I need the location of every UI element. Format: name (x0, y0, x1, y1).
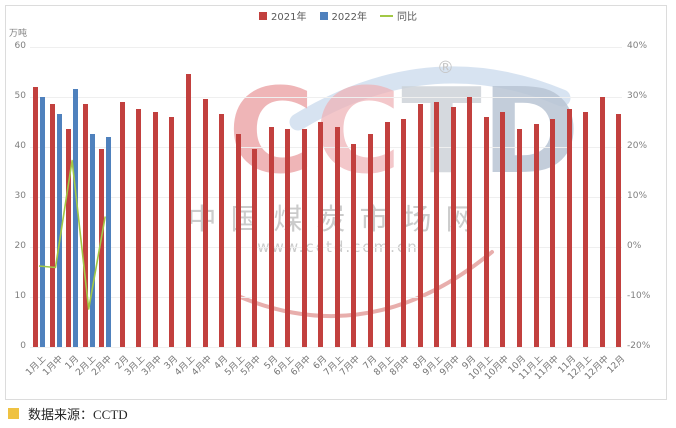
bar-2021 (517, 129, 522, 347)
bar-2021 (203, 99, 208, 347)
legend-label: 2022年 (331, 12, 367, 23)
watermark-site-name: 中国煤炭市场网 (0, 196, 676, 238)
bar-2021 (600, 97, 605, 347)
gridline (30, 197, 622, 198)
gridline (30, 247, 622, 248)
bar-2021 (418, 104, 423, 347)
bar-2022 (106, 137, 111, 347)
bar-2022 (40, 97, 45, 347)
legend-label: 同比 (396, 12, 417, 23)
bar-2021 (401, 119, 406, 347)
gridline (30, 97, 622, 98)
bar-2021 (567, 109, 572, 347)
gridline (30, 297, 622, 298)
bar-2021 (534, 124, 539, 347)
right-axis-tick: 10% (627, 191, 648, 201)
right-axis-tick: 30% (627, 91, 648, 101)
data-source-label: 数据来源：CCTD (28, 407, 128, 422)
bar-2021 (285, 129, 290, 347)
legend-square-marker (319, 11, 328, 20)
watermark-logo: CCTD (228, 72, 580, 190)
bar-2021 (83, 104, 88, 347)
bar-2021 (153, 112, 158, 347)
bar-2021 (550, 119, 555, 347)
bar-2021 (616, 114, 621, 347)
gridline (30, 47, 622, 48)
gridline (30, 347, 622, 348)
bar-2021 (318, 122, 323, 347)
bar-2021 (169, 117, 174, 347)
chart-legend: 2021年 2022年 同比 (0, 8, 676, 23)
left-axis-tick: 0 (20, 341, 26, 351)
left-axis-unit-label: 万吨 (9, 29, 28, 39)
bar-2021 (252, 149, 257, 347)
legend-square-marker (259, 11, 268, 20)
bar-2021 (186, 74, 191, 347)
source-bullet-icon (8, 408, 19, 419)
bar-2022 (90, 134, 95, 347)
legend-item-2021年: 2021年 (259, 8, 307, 23)
bar-2021 (500, 112, 505, 347)
left-axis-tick: 60 (14, 41, 26, 51)
right-axis-tick: 0% (627, 241, 642, 251)
bar-2021 (50, 104, 55, 347)
bar-2021 (583, 112, 588, 347)
bar-2022 (57, 114, 62, 347)
legend-item-2022年: 2022年 (319, 8, 367, 23)
left-axis-tick: 40 (14, 141, 26, 151)
bar-2021 (33, 87, 38, 347)
bar-2022 (73, 89, 78, 347)
data-source-row: 数据来源：CCTD (8, 404, 128, 423)
bar-2021 (434, 102, 439, 347)
left-axis-tick: 50 (14, 91, 26, 101)
bar-2021 (451, 107, 456, 347)
bar-2021 (368, 134, 373, 347)
bar-2021 (136, 109, 141, 347)
bar-2021 (66, 129, 71, 347)
bar-2021 (269, 127, 274, 347)
legend-item-同比: 同比 (379, 8, 417, 23)
bar-2021 (385, 122, 390, 347)
bar-2021 (219, 114, 224, 347)
legend-label: 2021年 (271, 12, 307, 23)
bar-2021 (99, 149, 104, 347)
bar-2021 (302, 129, 307, 347)
bar-2021 (351, 144, 356, 347)
left-axis-tick: 30 (14, 191, 26, 201)
bar-2021 (120, 102, 125, 347)
bar-2021 (335, 127, 340, 347)
right-axis-tick: 40% (627, 41, 648, 51)
bar-2021 (484, 117, 489, 347)
legend-line-marker (379, 14, 393, 17)
bar-2021 (236, 134, 241, 347)
right-axis-tick: 20% (627, 141, 648, 151)
registered-trademark-icon: ® (437, 58, 454, 78)
left-axis-tick: 10 (14, 291, 26, 301)
right-axis-tick: -10% (627, 291, 651, 301)
gridline (30, 147, 622, 148)
right-axis-tick: -20% (627, 341, 651, 351)
watermark-logo-letter: D (481, 62, 580, 200)
bar-2021 (467, 97, 472, 347)
left-axis-tick: 20 (14, 241, 26, 251)
